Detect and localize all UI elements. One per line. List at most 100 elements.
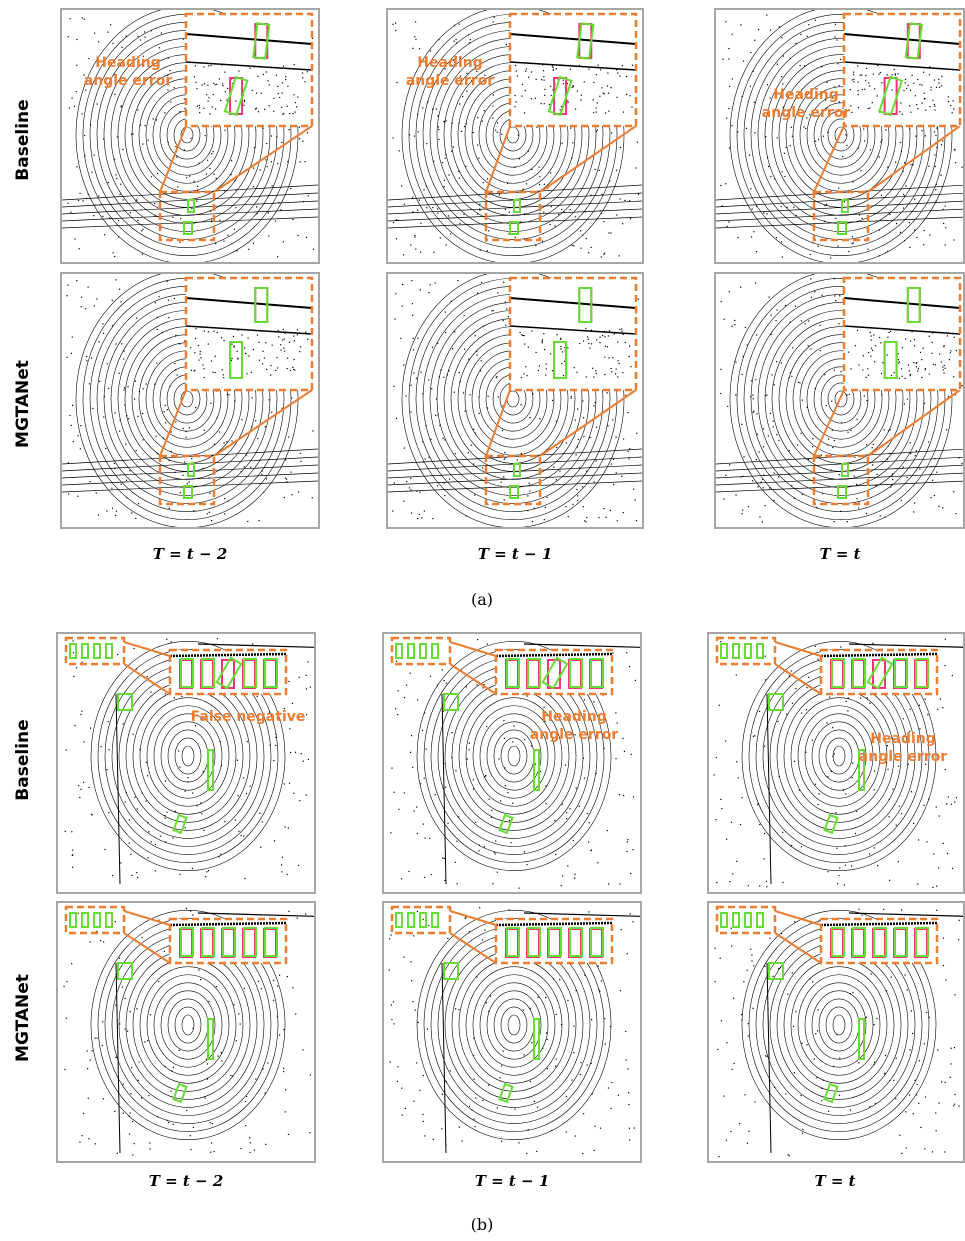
scan-ring — [790, 697, 888, 815]
lidar-point — [81, 113, 83, 115]
lidar-point — [194, 352, 196, 354]
lidar-point — [770, 175, 772, 178]
lidar-point — [495, 129, 497, 131]
lidar-point — [539, 418, 541, 420]
lidar-point — [244, 347, 246, 349]
lidar-point — [215, 108, 217, 110]
lidar-point — [280, 209, 282, 211]
lidar-point — [277, 85, 279, 88]
lidar-point — [800, 33, 802, 36]
lidar-point — [252, 185, 254, 188]
lidar-point — [772, 420, 774, 422]
lidar-point — [142, 412, 144, 415]
lidar-point — [878, 73, 880, 75]
lidar-point — [546, 1067, 548, 1070]
lidar-point — [230, 359, 233, 362]
lidar-point — [286, 105, 288, 107]
lidar-point — [476, 354, 478, 356]
detection-box — [207, 1018, 214, 1060]
lidar-point — [917, 368, 920, 370]
lidar-point — [420, 251, 422, 253]
lidar-point — [410, 477, 412, 479]
lidar-point — [945, 429, 948, 431]
lidar-point — [127, 1030, 129, 1032]
lidar-point — [435, 108, 438, 110]
lidar-point — [560, 884, 562, 887]
lidar-point — [416, 832, 419, 835]
lidar-point — [218, 78, 220, 80]
lidar-point — [632, 849, 634, 851]
lidar-point — [167, 141, 169, 143]
lidar-point — [210, 1151, 212, 1153]
lidar-point — [410, 980, 413, 982]
lidar-point — [920, 351, 922, 354]
lidar-point — [775, 237, 778, 239]
lidar-point — [287, 161, 289, 163]
lidar-point — [611, 132, 613, 134]
lidar-point — [764, 504, 766, 507]
lidar-point — [714, 981, 716, 983]
lidar-point — [593, 376, 595, 378]
lidar-point — [307, 758, 309, 760]
lidar-point — [429, 284, 431, 286]
lidar-point — [940, 85, 943, 87]
ego-vehicle — [835, 747, 843, 765]
lidar-point — [233, 345, 235, 347]
lidar-point — [91, 1050, 93, 1052]
lidar-point — [299, 351, 301, 353]
detection-box — [837, 485, 847, 499]
lidar-point — [463, 125, 466, 128]
lidar-point — [876, 473, 878, 475]
lidar-point — [418, 513, 420, 515]
lidar-point — [267, 1062, 269, 1064]
lidar-point — [909, 730, 911, 733]
scan-ring — [743, 22, 939, 248]
lidar-point — [806, 406, 808, 408]
lidar-point — [626, 841, 628, 843]
zoom-inset-outline — [168, 648, 288, 696]
row-label-baseline-b: Baseline — [13, 719, 33, 801]
zoom-connector — [123, 641, 171, 657]
lidar-point — [273, 110, 275, 112]
lidar-point — [870, 355, 872, 357]
lidar-point — [401, 283, 404, 286]
lidar-point — [523, 851, 526, 853]
lidar-point — [789, 321, 791, 323]
lidar-point — [492, 94, 494, 96]
lidar-point — [231, 159, 233, 162]
lidar-point — [505, 324, 507, 326]
lidar-point — [789, 145, 791, 147]
lidar-point — [286, 357, 289, 359]
lidar-point — [137, 109, 139, 111]
lidar-point — [722, 58, 724, 60]
lidar-point — [202, 467, 204, 469]
lidar-point — [142, 439, 144, 441]
lidar-point — [782, 55, 785, 57]
lidar-point — [72, 404, 74, 407]
lidar-point — [624, 199, 626, 202]
lidar-point — [199, 353, 201, 355]
lidar-point — [71, 866, 74, 868]
detection-box — [513, 463, 521, 477]
lidar-point — [203, 368, 205, 370]
lidar-point — [240, 1147, 242, 1150]
lidar-point — [486, 643, 488, 645]
lidar-point — [852, 762, 854, 764]
ego-vehicle — [510, 1016, 518, 1034]
lidar-point — [942, 369, 944, 371]
lidar-point — [188, 481, 190, 483]
lidar-point — [546, 1038, 548, 1041]
lidar-point — [873, 1061, 876, 1063]
lidar-point — [806, 687, 808, 689]
detection-box — [419, 912, 427, 928]
lidar-point — [914, 229, 916, 231]
lidar-point — [104, 234, 106, 236]
lidar-point — [758, 710, 761, 712]
lidar-point — [954, 1093, 956, 1096]
lidar-point — [478, 850, 480, 852]
zoom-connector — [449, 663, 497, 695]
lidar-point — [621, 330, 623, 332]
lidar-point — [833, 753, 835, 755]
lidar-point — [807, 345, 809, 347]
lidar-point — [479, 78, 482, 80]
